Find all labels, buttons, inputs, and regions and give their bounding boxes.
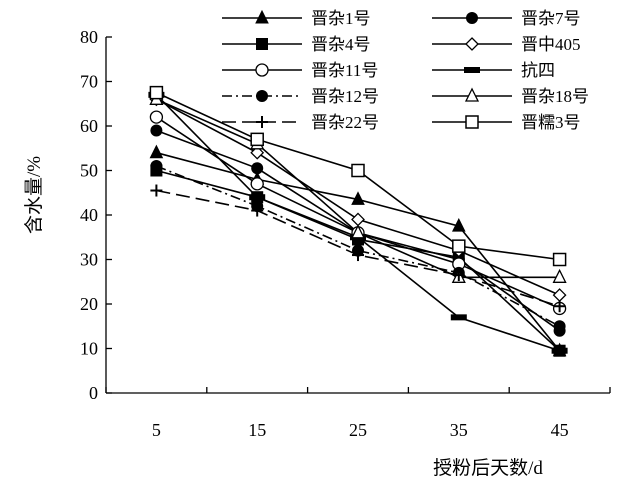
- data-point: [351, 212, 365, 227]
- data-point: [249, 194, 266, 201]
- legend-label: 晋中405: [521, 35, 581, 54]
- legend-marker: [256, 90, 268, 102]
- data-point: [552, 252, 567, 267]
- data-point: [149, 144, 164, 159]
- y-axis-title: 含水量/%: [23, 156, 45, 234]
- data-point: [251, 204, 264, 217]
- y-tick-label: 70: [80, 72, 98, 92]
- legend-label: 晋糯3号: [521, 113, 581, 132]
- legend-label: 晋杂18号: [521, 87, 589, 106]
- legend-marker: [465, 37, 479, 51]
- legend-marker: [464, 87, 480, 102]
- series-markers: [148, 85, 568, 357]
- legend-item: 晋杂4号: [222, 35, 371, 54]
- data-point: [149, 85, 164, 100]
- legend-label: 晋杂12号: [311, 87, 379, 106]
- legend-marker: [256, 38, 268, 50]
- legend-item: 晋杂11号: [222, 61, 378, 80]
- y-tick-label: 20: [80, 294, 98, 314]
- data-point: [352, 249, 364, 262]
- legend-label: 晋杂4号: [311, 35, 371, 54]
- y-tick-label: 40: [80, 205, 98, 225]
- y-tick-label: 50: [80, 161, 98, 181]
- x-tick-label: 25: [349, 420, 367, 440]
- data-point: [251, 162, 264, 175]
- data-point: [452, 239, 466, 253]
- data-point: [150, 160, 163, 173]
- data-point: [250, 132, 264, 147]
- data-point: [350, 224, 366, 239]
- legend-item: 晋中405: [432, 35, 581, 54]
- data-point: [552, 268, 567, 283]
- y-tick-label: 10: [80, 339, 98, 359]
- data-point: [149, 110, 164, 124]
- data-point: [150, 184, 163, 197]
- axis-ticks: 0 10 20 30 40 50 60 70 80 5 15 25 35 45: [80, 27, 611, 440]
- x-tick-label: 45: [551, 420, 569, 440]
- legend-label: 晋杂7号: [521, 9, 581, 28]
- legend-marker: [255, 9, 269, 24]
- data-point: [551, 347, 568, 354]
- legend-item: 晋杂12号: [222, 87, 379, 106]
- legend-label: 抗四: [521, 61, 555, 80]
- data-point: [450, 314, 467, 321]
- data-point: [250, 145, 265, 160]
- legend-marker: [466, 12, 478, 24]
- data-point: [451, 218, 466, 232]
- legend-marker: [255, 63, 269, 77]
- legend-item: 晋杂1号: [222, 9, 371, 28]
- legend-label: 晋杂22号: [311, 113, 379, 132]
- data-point: [150, 124, 163, 137]
- legend-label: 晋杂11号: [311, 61, 378, 80]
- legend-label: 晋杂1号: [311, 9, 371, 28]
- data-point: [452, 269, 465, 282]
- y-tick-label: 80: [80, 27, 98, 47]
- legend-item: 抗四: [432, 61, 555, 80]
- data-point: [553, 320, 566, 333]
- x-tick-label: 5: [152, 420, 161, 440]
- x-axis-title: 授粉后天数/d: [433, 457, 543, 479]
- x-tick-label: 15: [248, 420, 266, 440]
- legend-item: 晋杂18号: [432, 87, 589, 106]
- legend-item: 晋糯3号: [432, 113, 581, 132]
- data-point: [250, 177, 264, 191]
- legend-item: 晋杂22号: [222, 113, 379, 132]
- data-point: [351, 191, 365, 205]
- data-point: [552, 288, 567, 303]
- x-tick-label: 35: [450, 420, 468, 440]
- legend-marker: [256, 116, 268, 128]
- y-tick-label: 0: [89, 383, 98, 403]
- data-point: [553, 300, 566, 313]
- legend-item: 晋杂7号: [432, 9, 581, 28]
- y-tick-label: 30: [80, 250, 98, 270]
- data-point: [351, 163, 365, 178]
- legend-marker: [464, 67, 480, 73]
- legend-marker: [465, 115, 479, 129]
- y-tick-label: 60: [80, 116, 98, 136]
